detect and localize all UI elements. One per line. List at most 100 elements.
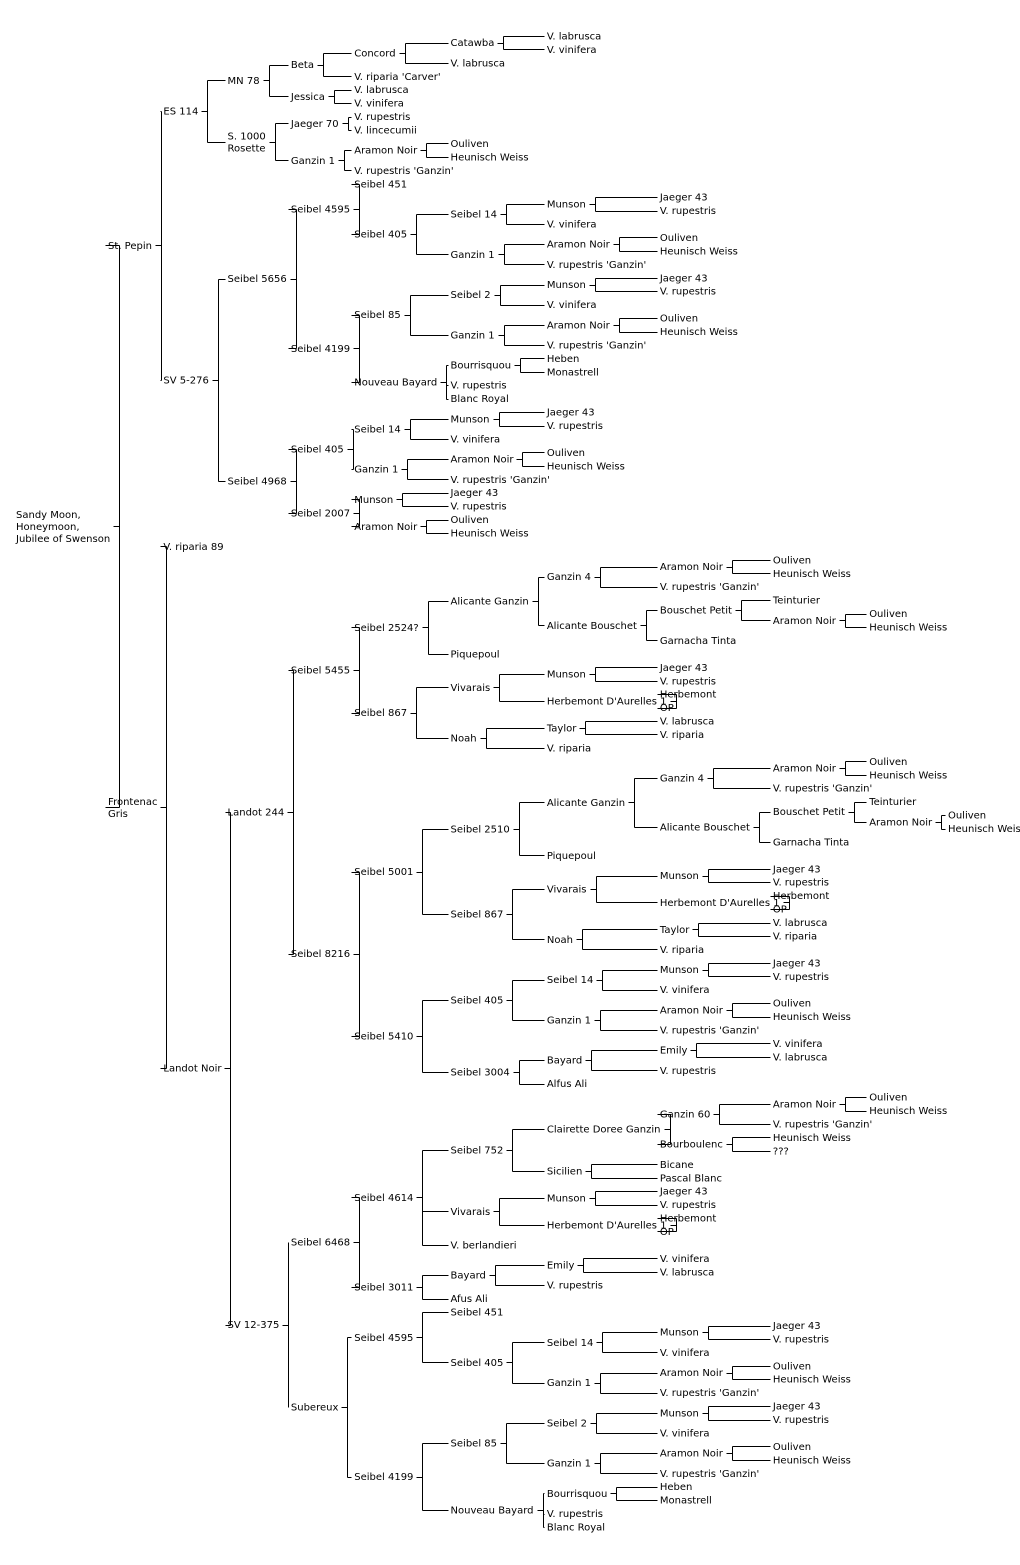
cultivar-label-line: Aramon Noir xyxy=(869,817,933,828)
cultivar-label-line: V. rupestris 'Ganzin' xyxy=(660,582,759,593)
cultivar-label-line: V. vinifera xyxy=(773,1039,823,1050)
cultivar-label: Ouliven xyxy=(869,757,907,768)
cultivar-label-line: Heunisch Weiss xyxy=(451,529,529,540)
cultivar-label: Pascal Blanc xyxy=(660,1173,722,1184)
cultivar-label-line: V. labrusca xyxy=(773,918,827,929)
cultivar-label-line: Seibel 5001 xyxy=(354,867,413,878)
cultivar-label-line: Munson xyxy=(660,1408,699,1419)
cultivar-label: Ouliven xyxy=(948,811,986,822)
cultivar-label: V. vinifera xyxy=(660,1428,710,1439)
cultivar-label: Emily xyxy=(547,1261,575,1272)
cultivar-label-line: V. rupestris xyxy=(660,1200,716,1211)
cultivar-label: Seibel 5656 xyxy=(228,274,287,285)
cultivar-label-line: V. vinifera xyxy=(547,220,597,231)
cultivar-label-line: V. labrusca xyxy=(773,1052,827,1063)
cultivar-label-line: Herbemont D'Aurelles 1 xyxy=(547,696,667,707)
cultivar-label-line: Jaeger 43 xyxy=(659,273,708,284)
cultivar-label: Taylor xyxy=(546,723,577,734)
cultivar-label-line: Ouliven xyxy=(451,139,489,150)
cultivar-label-line: Aramon Noir xyxy=(451,455,515,466)
cultivar-label-line: Landot 244 xyxy=(228,807,285,818)
cultivar-label: Jaeger 43 xyxy=(659,663,708,674)
cultivar-label-line: V. rupestris 'Ganzin' xyxy=(354,166,453,177)
cultivar-label-line: Clairette Doree Ganzin xyxy=(547,1125,661,1136)
cultivar-label-line: Ouliven xyxy=(660,233,698,244)
cultivar-label: Jaeger 43 xyxy=(772,1402,821,1413)
cultivar-label-line: Pascal Blanc xyxy=(660,1173,722,1184)
cultivar-label: Heunisch Weiss xyxy=(547,461,625,472)
cultivar-label-line: Bicane xyxy=(660,1160,694,1171)
cultivar-label-line: Sandy Moon, xyxy=(16,510,81,521)
cultivar-label: Seibel 14 xyxy=(547,1338,593,1349)
cultivar-label: V. labrusca xyxy=(354,85,408,96)
cultivar-label-line: Munson xyxy=(660,871,699,882)
tree-labels: Sandy Moon, Honeymoon, Jubilee of SwensonS… xyxy=(15,32,1020,1534)
cultivar-label-line: Ganzin 1 xyxy=(451,250,495,261)
cultivar-label: V. rupestris 'Ganzin' xyxy=(660,1026,759,1037)
cultivar-label: Seibel 2 xyxy=(451,290,491,301)
cultivar-label-line: Nouveau Bayard xyxy=(451,1506,534,1517)
cultivar-label-line: V. riparia xyxy=(773,931,817,942)
cultivar-label: Bicane xyxy=(660,1160,694,1171)
cultivar-label: Seibel 405 xyxy=(451,995,504,1006)
cultivar-label: Aramon Noir xyxy=(869,817,933,828)
cultivar-label: V. labrusca xyxy=(660,717,714,728)
cultivar-label: Heunisch Weiss xyxy=(451,529,529,540)
cultivar-label-line: Seibel 5656 xyxy=(228,274,287,285)
cultivar-label-line: V. rupestris xyxy=(451,381,507,392)
cultivar-label-line: Aramon Noir xyxy=(773,1099,837,1110)
cultivar-label: Ganzin 1 xyxy=(354,465,398,476)
cultivar-label: Aramon Noir xyxy=(354,146,418,157)
cultivar-label: Jessica xyxy=(290,92,325,103)
cultivar-label-line: Alicante Bouschet xyxy=(660,822,750,833)
cultivar-label-line: Piquepoul xyxy=(451,649,500,660)
cultivar-label-line: Noah xyxy=(547,935,573,946)
cultivar-label: Heunisch Weiss xyxy=(660,246,738,257)
cultivar-label-line: Jaeger 43 xyxy=(546,408,595,419)
cultivar-label: V. rupestris xyxy=(660,676,716,687)
cultivar-label: Herbemont xyxy=(660,1214,716,1225)
cultivar-label-line: Jaeger 43 xyxy=(450,488,499,499)
tree-connectors xyxy=(105,36,946,1528)
cultivar-label-line: Aramon Noir xyxy=(354,522,418,533)
cultivar-label-line: Heunisch Weiss xyxy=(773,569,851,580)
cultivar-label: Seibel 5001 xyxy=(354,867,413,878)
cultivar-label-line: Aramon Noir xyxy=(660,562,724,573)
cultivar-label-line: V. rupestris xyxy=(547,1281,603,1292)
cultivar-label-line: Ouliven xyxy=(869,609,907,620)
cultivar-label-line: Seibel 405 xyxy=(451,995,504,1006)
cultivar-label-line: V. rupestris xyxy=(773,1334,829,1345)
cultivar-label-line: V. vinifera xyxy=(451,434,501,445)
cultivar-label: Ganzin 1 xyxy=(547,1378,591,1389)
cultivar-label: OP xyxy=(660,1227,674,1238)
cultivar-label-line: V. rupestris xyxy=(660,1066,716,1077)
cultivar-label: OP xyxy=(660,703,674,714)
cultivar-label-line: Bouschet Petit xyxy=(660,606,732,617)
cultivar-label-line: SV 5-276 xyxy=(163,375,208,386)
cultivar-label: V. rupestris 'Ganzin' xyxy=(660,1469,759,1480)
cultivar-label-line: Seibel 867 xyxy=(354,708,407,719)
cultivar-label: Seibel 6468 xyxy=(291,1238,350,1249)
cultivar-label-line: Ganzin 1 xyxy=(291,156,335,167)
cultivar-label-line: Seibel 4199 xyxy=(354,1472,413,1483)
cultivar-label: Aramon Noir xyxy=(773,764,837,775)
cultivar-label: V. vinifera xyxy=(354,99,404,110)
cultivar-label-line: Seibel 85 xyxy=(451,1439,497,1450)
cultivar-label: V. vinifera xyxy=(773,1039,823,1050)
cultivar-label-line: Alicante Ganzin xyxy=(451,597,529,608)
cultivar-label: Seibel 4595 xyxy=(354,1333,413,1344)
cultivar-label-line: Ganzin 1 xyxy=(547,1015,591,1026)
cultivar-label: Aramon Noir xyxy=(451,455,515,466)
cultivar-label-line: Ganzin 1 xyxy=(547,1459,591,1470)
cultivar-label-line: Heben xyxy=(660,1482,693,1493)
cultivar-label-line: V. vinifera xyxy=(354,99,404,110)
cultivar-label-line: V. rupestris 'Ganzin' xyxy=(660,1388,759,1399)
cultivar-label-line: Garnacha Tinta xyxy=(773,837,849,848)
cultivar-label-line: Ouliven xyxy=(869,1093,907,1104)
root-cultivar-label: Sandy Moon, Honeymoon, Jubilee of Swenson xyxy=(15,510,110,545)
cultivar-label-line: Seibel 6468 xyxy=(291,1238,350,1249)
cultivar-label-line: V. rupestris xyxy=(773,1415,829,1426)
cultivar-label-line: Blanc Royal xyxy=(547,1523,605,1534)
cultivar-label: Concord xyxy=(354,48,395,59)
cultivar-label: Heunisch Weiss xyxy=(773,569,851,580)
